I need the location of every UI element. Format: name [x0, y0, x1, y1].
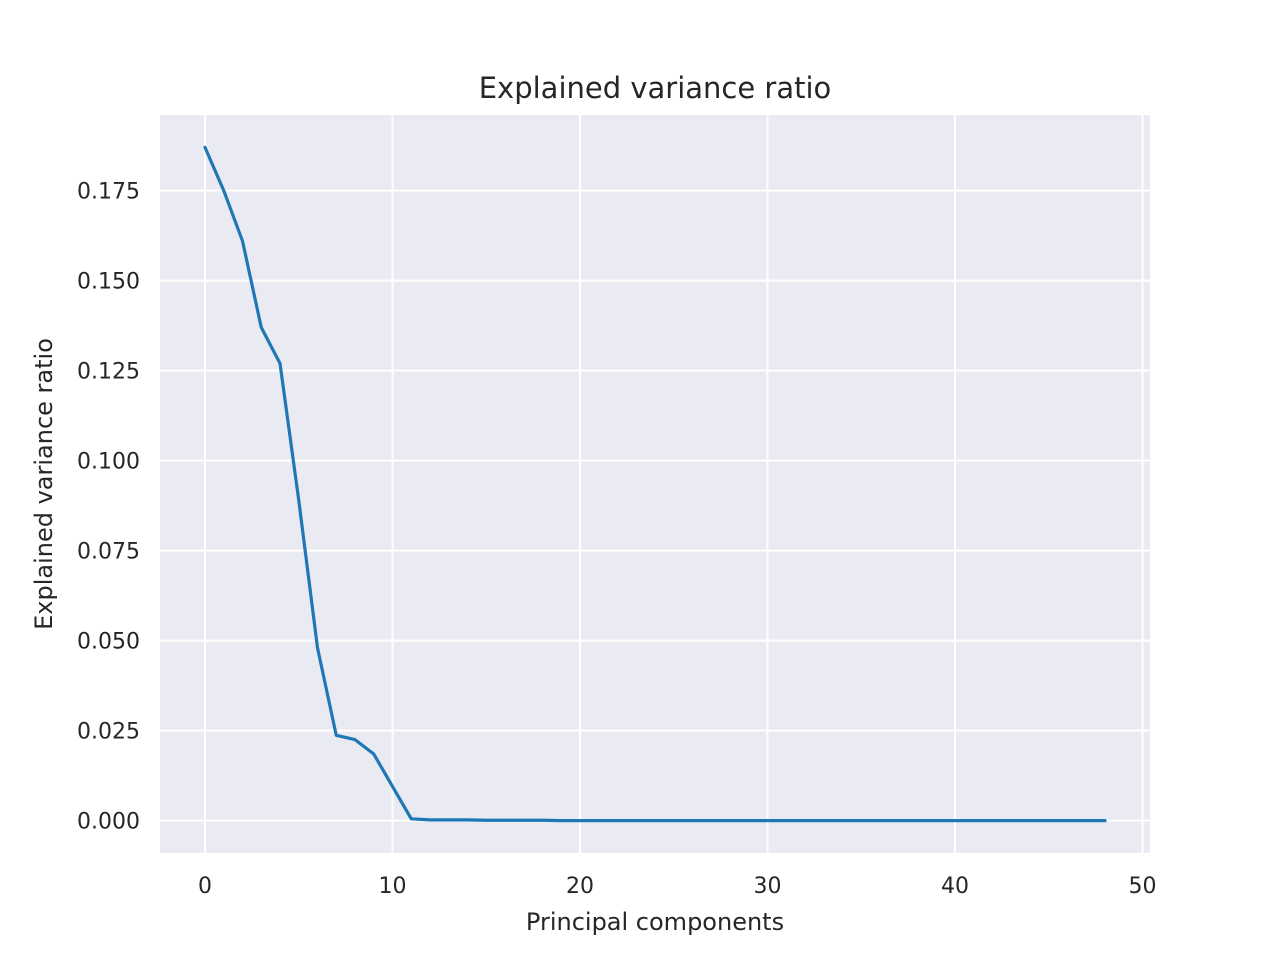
series-line [203, 145, 1107, 823]
y-tick-label: 0.150 [77, 270, 140, 295]
x-tick-labels: 0 10 20 30 40 50 [198, 874, 1157, 899]
x-tick-label: 50 [1129, 874, 1157, 899]
y-tick-label: 0.075 [77, 540, 140, 565]
y-tick-label: 0.100 [77, 450, 140, 475]
x-tick-label: 10 [379, 874, 407, 899]
y-tick-label: 0.175 [77, 180, 140, 205]
plot-background [160, 115, 1150, 853]
x-tick-label: 30 [754, 874, 782, 899]
x-axis-title: Principal components [526, 908, 784, 936]
y-tick-label: 0.050 [77, 630, 140, 655]
grid [160, 115, 1150, 853]
x-tick-label: 40 [941, 874, 969, 899]
y-tick-label: 0.025 [77, 720, 140, 745]
x-tick-label: 0 [198, 874, 212, 899]
y-tick-labels: 0.000 0.025 0.050 0.075 0.100 0.125 0.150 0.175 [77, 180, 140, 835]
y-tick-label: 0.125 [77, 360, 140, 385]
y-tick-label: 0.000 [77, 810, 140, 835]
chart-title: Explained variance ratio [479, 71, 832, 105]
y-axis-title: Explained variance ratio [30, 338, 58, 630]
x-tick-label: 20 [566, 874, 594, 899]
